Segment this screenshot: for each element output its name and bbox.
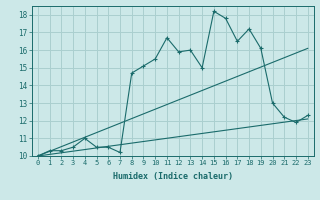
X-axis label: Humidex (Indice chaleur): Humidex (Indice chaleur): [113, 172, 233, 181]
